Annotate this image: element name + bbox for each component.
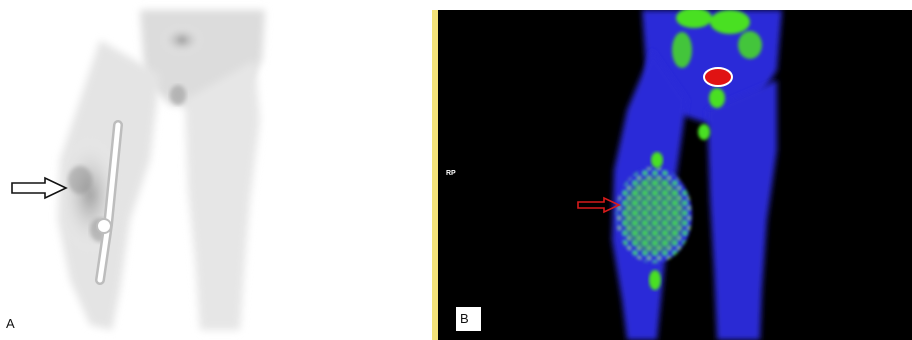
- arrow-icon: [11, 176, 68, 200]
- right-thigh: [185, 60, 260, 330]
- panel-a-illustration: [11, 10, 265, 330]
- panel-a-label: A: [6, 316, 15, 331]
- panel-b-illustration: [577, 10, 782, 340]
- right-thigh: [707, 80, 777, 340]
- lesion-uptake: [616, 152, 692, 290]
- panel-b-label: B: [460, 311, 469, 326]
- panel-b-frame-edge: [432, 10, 438, 340]
- arrow-icon: [577, 196, 621, 214]
- orientation-label: RP: [446, 170, 456, 177]
- pelvic-uptake: [672, 10, 762, 140]
- panel-a-grayscale-image: A: [0, 0, 430, 340]
- bladder-hotspot: [703, 67, 733, 87]
- panel-b-label-box: B: [456, 307, 481, 331]
- panel-b-color-image: [432, 10, 912, 340]
- pelvic-uptake: [160, 24, 204, 56]
